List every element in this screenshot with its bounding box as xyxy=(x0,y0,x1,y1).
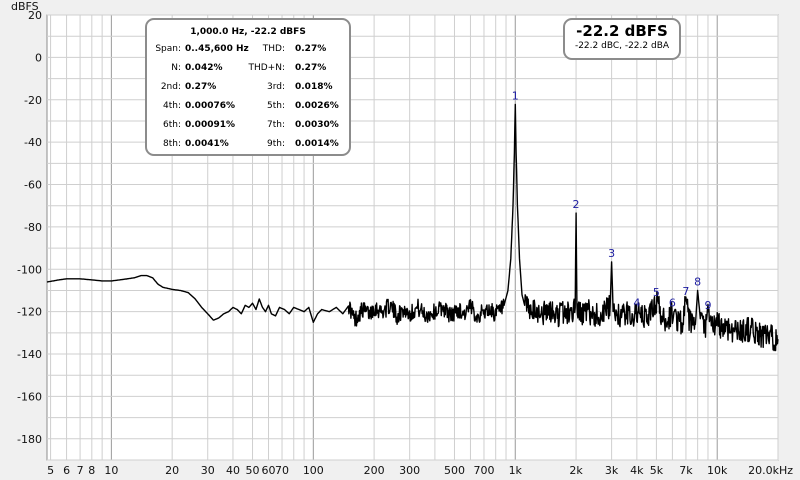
distortion-stats-panel: 1,000.0 Hz, -22.2 dBFS Span: 0..45,600 H… xyxy=(145,18,351,156)
stats-row: N: 0.042% THD+N: 0.27% xyxy=(147,60,349,79)
stats-label: N: xyxy=(171,63,181,73)
x-tick-label: 10k xyxy=(707,464,728,477)
stats-row: 6th: 0.00091% 7th: 0.0030% xyxy=(147,117,349,136)
stats-row: Span: 0..45,600 Hz THD: 0.27% xyxy=(147,41,349,60)
harmonic-marker-label: 3 xyxy=(608,247,615,260)
stats-label: 8th: xyxy=(163,139,181,149)
stats-label: THD+N: xyxy=(248,63,285,73)
stats-value: 0.00091% xyxy=(185,120,236,130)
spectrum-trace xyxy=(46,103,779,352)
harmonic-marker-label: 7 xyxy=(682,285,689,298)
x-tick-label: 200 xyxy=(364,464,385,477)
y-axis-unit-label: dBFS xyxy=(11,0,39,13)
y-tick-label: -40 xyxy=(24,136,42,149)
stats-row: 2nd: 0.27% 3rd: 0.018% xyxy=(147,79,349,98)
x-tick-label: 500 xyxy=(444,464,465,477)
level-readout-panel: -22.2 dBFS -22.2 dBC, -22.2 dBA xyxy=(563,18,681,60)
harmonic-marker-label: 4 xyxy=(633,297,640,310)
x-tick-label: 700 xyxy=(473,464,494,477)
stats-value: 0.27% xyxy=(295,44,327,54)
stats-value: 0.0026% xyxy=(295,101,339,111)
y-axis-ticks: 20 0 -20 -40 -60 -80 -100 -120 -140 -160 -180 xyxy=(17,9,42,446)
harmonic-marker-label: 1 xyxy=(512,89,519,102)
x-tick-label: 20 xyxy=(165,464,179,477)
stats-value: 0.018% xyxy=(295,82,333,92)
level-readout-main: -22.2 dBFS xyxy=(576,22,668,40)
stats-value: 0.0041% xyxy=(185,139,229,149)
x-tick-label: 7k xyxy=(679,464,693,477)
stats-value: 0.0030% xyxy=(295,120,339,130)
stats-label: 7th: xyxy=(267,120,285,130)
x-tick-label: 5 xyxy=(47,464,54,477)
stats-value: 0.0014% xyxy=(295,139,339,149)
stats-value: 0..45,600 Hz xyxy=(185,44,249,54)
level-readout-weighted: -22.2 dBC, -22.2 dBA xyxy=(574,41,670,51)
x-tick-label: 5k xyxy=(650,464,664,477)
stats-grid: Span: 0..45,600 Hz THD: 0.27% N: 0.042% … xyxy=(147,41,349,155)
x-tick-label: 50 xyxy=(246,464,260,477)
y-tick-label: -140 xyxy=(17,348,42,361)
harmonic-marker-label: 9 xyxy=(704,299,711,312)
stats-label: 4th: xyxy=(163,101,181,111)
x-axis-ticks: 5 6 7 8 10 20 30 40 50 60 70 100 200 300 500 700 1k 2k 3k 4… xyxy=(47,464,793,477)
stats-title: 1,000.0 Hz, -22.2 dBFS xyxy=(190,27,306,37)
x-tick-label: 3k xyxy=(605,464,619,477)
stats-value: 0.27% xyxy=(295,63,327,73)
y-tick-label: -60 xyxy=(24,179,42,192)
y-tick-label: 20 xyxy=(28,9,42,22)
spectrum-line xyxy=(46,103,779,352)
stats-label: THD: xyxy=(262,44,285,54)
x-tick-label: 7 xyxy=(77,464,84,477)
stats-label: 3rd: xyxy=(266,82,285,92)
x-tick-label: 40 xyxy=(226,464,240,477)
x-tick-label: 4k xyxy=(630,464,644,477)
stats-value: 0.27% xyxy=(185,82,217,92)
x-tick-label: 8 xyxy=(88,464,95,477)
y-tick-label: -100 xyxy=(17,263,42,276)
x-tick-label: 70 xyxy=(275,464,289,477)
harmonic-marker-label: 6 xyxy=(669,297,676,310)
stats-label: 9th: xyxy=(267,139,285,149)
stats-label: 5th: xyxy=(267,101,285,111)
harmonic-marker-label: 8 xyxy=(694,275,701,288)
x-tick-label: 100 xyxy=(303,464,324,477)
harmonic-marker-label: 5 xyxy=(653,286,660,299)
y-tick-label: 0 xyxy=(35,51,42,64)
x-tick-label: 30 xyxy=(201,464,215,477)
y-tick-label: -20 xyxy=(24,94,42,107)
y-tick-label: -120 xyxy=(17,306,42,319)
y-tick-label: -180 xyxy=(17,433,42,446)
stats-label: 2nd: xyxy=(160,82,181,92)
stats-row: 4th: 0.00076% 5th: 0.0026% xyxy=(147,98,349,117)
stats-value: 0.042% xyxy=(185,63,223,73)
harmonic-marker-label: 2 xyxy=(573,198,580,211)
y-tick-label: -160 xyxy=(17,390,42,403)
x-tick-label: 300 xyxy=(399,464,420,477)
x-tick-label: 20.0kHz xyxy=(748,464,793,477)
x-tick-label: 1k xyxy=(509,464,523,477)
stats-value: 0.00076% xyxy=(185,101,236,111)
stats-row: 8th: 0.0041% 9th: 0.0014% xyxy=(147,136,349,155)
y-tick-label: -80 xyxy=(24,221,42,234)
x-tick-label: 10 xyxy=(104,464,118,477)
x-tick-label: 60 xyxy=(262,464,276,477)
x-tick-label: 6 xyxy=(63,464,70,477)
x-tick-label: 2k xyxy=(569,464,583,477)
stats-label: Span: xyxy=(155,44,181,54)
stats-label: 6th: xyxy=(163,120,181,130)
